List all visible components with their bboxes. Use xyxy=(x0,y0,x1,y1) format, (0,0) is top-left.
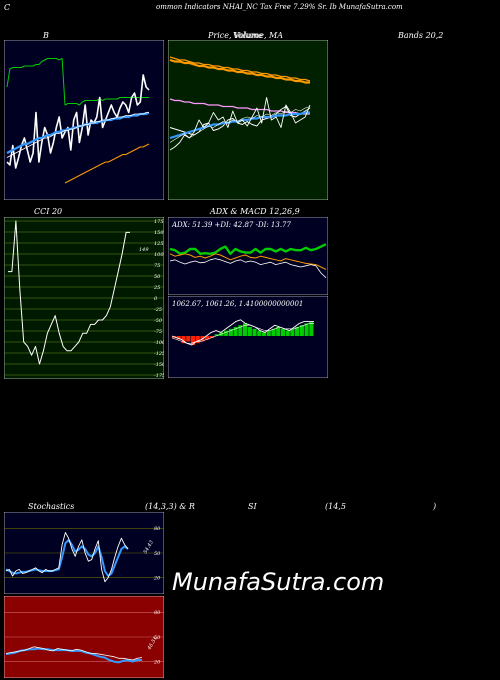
macd-histogram-bar xyxy=(195,336,200,344)
cci-tick-label: 125 xyxy=(154,241,164,247)
rsi-tick-label: 80 xyxy=(154,610,161,616)
macd-histogram-bar xyxy=(233,327,238,336)
stochastics-d-line xyxy=(5,538,129,577)
macd-histogram-bar xyxy=(205,336,210,340)
cci-panel: 175 150 125 100 75 50 25 0 -25 -50 -75 -100 -125 -150… xyxy=(4,217,164,379)
macd-histogram-bar xyxy=(190,336,196,345)
adx-macd-label: ADX & MACD 12,26,9 xyxy=(210,207,300,216)
rsi-tick-label: 50 xyxy=(154,635,161,641)
macd-panel: 1062.67, 1061.26, 1.4100000000001 xyxy=(168,296,328,378)
cci-tick-label: 150 xyxy=(154,230,164,236)
cci-tick-label: -50 xyxy=(154,318,163,324)
macd-histogram-bar xyxy=(186,336,191,342)
stochastics-panel: 80 50 20 54.43 xyxy=(4,512,164,594)
cci-tick-label: 25 xyxy=(153,285,160,291)
cci-tick-label: -100 xyxy=(154,340,164,346)
macd-histogram-bar xyxy=(290,328,295,336)
macd-histogram-bar xyxy=(214,334,219,336)
price-overlay-label: Volume xyxy=(233,31,263,40)
macd-histogram-bar xyxy=(181,336,186,344)
macd-histogram-bar xyxy=(247,327,252,336)
adx-minus-di-line xyxy=(169,253,327,270)
si-params-label: (14,5 xyxy=(325,502,346,511)
stochastics-params-label: (14,3,3) & R xyxy=(145,502,195,511)
bands-label: Bands 20,2 xyxy=(398,31,444,40)
cci-tick-label: -75 xyxy=(154,329,162,335)
adx-panel: ADX: 51.39 +DI: 42.87 -DI: 13.77 xyxy=(168,217,328,295)
macd-histogram-bar xyxy=(228,328,233,336)
cci-tick-label: -150 xyxy=(154,362,164,368)
price-chart xyxy=(168,40,328,200)
macd-histogram-bar xyxy=(295,327,300,336)
cci-line xyxy=(8,220,130,365)
cci-tick-label: -125 xyxy=(154,351,164,357)
stochastics-label: Stochastics xyxy=(28,502,75,511)
cci-tick-label: 50 xyxy=(154,274,161,280)
adx-readout: ADX: 51.39 +DI: 42.87 -DI: 13.77 xyxy=(171,221,292,229)
price-envelope xyxy=(169,106,311,143)
cci-tick-label: 100 xyxy=(154,252,164,258)
macd-histogram-bar xyxy=(261,332,267,336)
macd-histogram-bar xyxy=(252,328,257,336)
adx-line xyxy=(169,258,327,279)
cci-tick-label: 75 xyxy=(154,263,160,269)
macd-histogram-bar xyxy=(209,336,214,338)
macd-histogram-bar xyxy=(271,328,276,336)
cci-tick-label: -175 xyxy=(154,373,164,379)
si-close-label: ) xyxy=(433,502,437,511)
cci-tick-label: 0 xyxy=(154,296,158,302)
macd-histogram-bar xyxy=(266,330,271,336)
macd-histogram-bar xyxy=(299,325,304,336)
macd-signal-line xyxy=(171,323,314,344)
macd-histogram-bar xyxy=(280,328,285,336)
cci-tick-label: 175 xyxy=(154,219,164,225)
price-ma-long xyxy=(169,58,310,84)
cci-last-value: 149 xyxy=(139,247,149,253)
price-close-line xyxy=(169,97,311,151)
macd-readout: 1062.67, 1061.26, 1.4100000000001 xyxy=(172,300,303,308)
macd-histogram-bar xyxy=(224,330,229,336)
macd-histogram-bar xyxy=(276,327,281,336)
cci-label: CCI 20 xyxy=(34,207,63,216)
cci-chart: 175 150 125 100 75 50 25 0 -25 -50 -75 -100 -125 -150… xyxy=(4,217,164,379)
macd-histogram-bar xyxy=(243,323,248,336)
watermark: MunafaSutra.com xyxy=(172,568,385,596)
bollinger-chart xyxy=(4,40,164,200)
bollinger-lower-band xyxy=(64,143,150,184)
price-ma-mid xyxy=(169,98,310,115)
bollinger-label: B xyxy=(43,31,49,40)
si-label: SI xyxy=(248,502,257,511)
macd-histogram-bar xyxy=(238,325,243,336)
adx-chart: ADX: 51.39 +DI: 42.87 -DI: 13.77 xyxy=(168,217,328,295)
bollinger-upper-band xyxy=(6,58,149,106)
price-panel xyxy=(168,40,328,200)
rsi-tick-label: 20 xyxy=(153,659,161,665)
macd-histogram-bar xyxy=(285,330,290,336)
rsi-signal-line xyxy=(5,647,142,664)
price-ma-short xyxy=(169,106,311,136)
macd-histogram-bar xyxy=(176,336,181,340)
stochastics-tick-label: 20 xyxy=(153,575,161,581)
macd-histogram-bar xyxy=(304,323,309,336)
rsi-line xyxy=(5,646,143,661)
macd-chart: 1062.67, 1061.26, 1.4100000000001 xyxy=(168,296,328,378)
price-ma-fast xyxy=(169,111,310,140)
macd-histogram-bar xyxy=(309,321,314,336)
header-left: C xyxy=(4,3,11,12)
rsi-panel: 80 50 20 46.51 xyxy=(4,596,164,678)
stochastics-tick-label: 50 xyxy=(154,551,161,557)
stochastics-k-line xyxy=(5,532,129,583)
macd-histogram-bar xyxy=(257,330,262,336)
cci-tick-label: -25 xyxy=(154,307,162,313)
price-ma-long-2 xyxy=(169,56,311,82)
price-label: Price, Volume, MA xyxy=(208,31,284,40)
page-title: ommon Indicators NHAI_NC Tax Free 7.29% … xyxy=(156,3,403,11)
stochastics-tick-label: 80 xyxy=(154,526,161,532)
adx-plus-di-line xyxy=(169,243,327,255)
bollinger-average xyxy=(6,112,149,158)
bollinger-panel xyxy=(4,40,164,200)
